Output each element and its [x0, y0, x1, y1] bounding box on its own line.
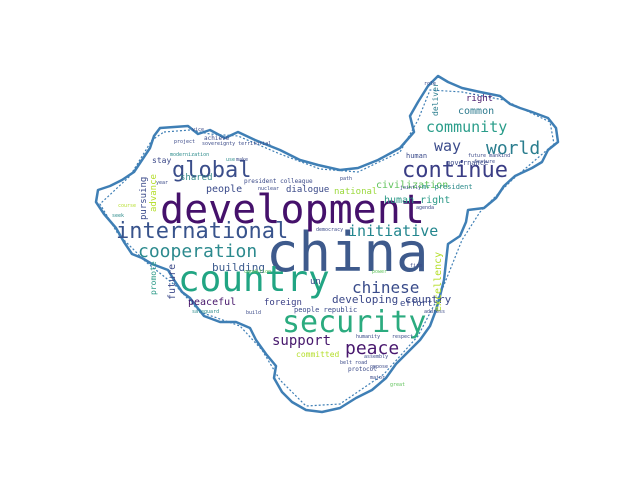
- word-course: course: [118, 203, 137, 209]
- word-common: common: [458, 106, 495, 117]
- word-agenda: agenda: [416, 205, 435, 211]
- word-humanity: humanity: [356, 334, 381, 340]
- word-national: national: [334, 187, 378, 197]
- word-human-right: human right: [384, 195, 451, 206]
- word-belt-road: belt road: [340, 360, 368, 366]
- word-chinese: chinese: [352, 278, 420, 297]
- word-people: people: [206, 184, 243, 195]
- word-peaceful: peaceful: [188, 297, 237, 308]
- word-president-colleague: president colleague: [244, 178, 313, 185]
- word-developing-country: developing country: [332, 293, 452, 306]
- word-development: development: [160, 187, 425, 233]
- word-future: future: [167, 263, 178, 300]
- word-continue: continue: [402, 158, 508, 183]
- word-safeguard: safeguard: [192, 309, 220, 315]
- word-initiative: initiative: [348, 222, 439, 240]
- word-assembly: assembly: [364, 354, 389, 360]
- word-right: right: [466, 94, 494, 104]
- word-power: power: [372, 269, 388, 275]
- word-achieve: achieve: [204, 135, 230, 142]
- word-use: use: [226, 157, 236, 163]
- word-world: world: [486, 138, 541, 159]
- word-governance: governance: [446, 159, 489, 167]
- word-foreign: foreign: [264, 298, 302, 308]
- word-respect: respect: [392, 334, 414, 340]
- word-cooperation: cooperation: [138, 241, 258, 262]
- word-security: security: [282, 305, 427, 340]
- word-year: year: [156, 180, 169, 186]
- word-pursuing: pursuing: [139, 176, 149, 220]
- word-mr-president: mr president: [422, 183, 473, 191]
- word-future-mankind: future mankind: [468, 153, 511, 159]
- word-stay: stay: [152, 156, 172, 165]
- word-community: community: [426, 118, 508, 136]
- word-vice: vice: [192, 127, 205, 133]
- word-path: path: [340, 176, 353, 182]
- word-committed: committed: [296, 350, 340, 359]
- word-international: international: [116, 219, 289, 244]
- word-peace: peace: [345, 338, 400, 359]
- word-major: major: [370, 375, 386, 381]
- word-great: great: [390, 382, 406, 388]
- word-condition: condition: [244, 269, 272, 275]
- word-un: un: [310, 277, 321, 287]
- word-effort: effort: [400, 299, 433, 309]
- word-china: china: [266, 221, 429, 284]
- word-make: make: [236, 157, 249, 163]
- word-promote: promote: [149, 261, 158, 295]
- word-deliver: deliver: [431, 82, 440, 116]
- word-dialogue: dialogue: [286, 185, 330, 195]
- word-building: building: [212, 261, 265, 274]
- word-jointly: jointly: [400, 185, 422, 191]
- word-global: global: [172, 158, 252, 183]
- word-shared: shared: [180, 173, 213, 183]
- word-democracy: democracy: [316, 227, 344, 233]
- word-build: build: [246, 310, 262, 316]
- word-feature: feature: [474, 159, 496, 165]
- word-sovereignty-territorial: sovereignty territorial: [202, 141, 272, 147]
- word-protocol: protocol: [348, 366, 377, 373]
- word-address: address: [424, 309, 446, 315]
- word-human: human: [406, 152, 428, 160]
- word-way: way: [434, 137, 462, 155]
- word-modernization: modernization: [170, 152, 210, 158]
- word-support: support: [272, 333, 332, 349]
- word-nuclear: nuclear: [258, 186, 280, 192]
- word-civilization: civilization: [376, 180, 449, 191]
- word-firm: firm: [410, 263, 423, 269]
- word-people-republic: people republic: [294, 306, 358, 314]
- word-excellency: excellency: [433, 251, 444, 312]
- word-project: project: [174, 139, 196, 145]
- word-oppose: oppose: [370, 364, 389, 370]
- word-seek: seek: [112, 213, 125, 219]
- word-country: country: [178, 259, 330, 300]
- word-role: role: [424, 81, 437, 87]
